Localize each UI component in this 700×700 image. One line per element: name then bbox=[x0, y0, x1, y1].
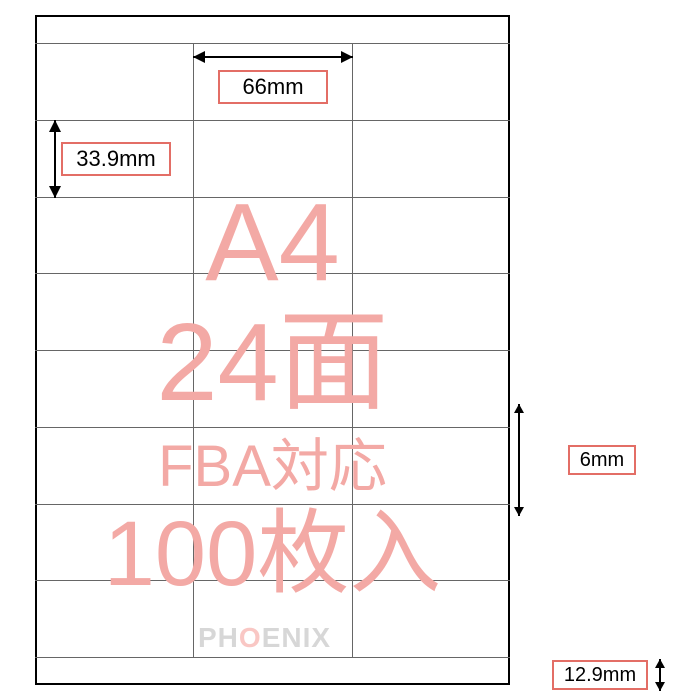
logo-o: O bbox=[239, 622, 262, 653]
overlay-size: A4 bbox=[35, 188, 510, 298]
brand-logo: PHOENIX bbox=[198, 622, 331, 654]
height-value: 33.9mm bbox=[76, 146, 155, 172]
bottom-margin-arrow bbox=[654, 659, 666, 691]
right-margin-value: 6mm bbox=[580, 449, 624, 472]
height-dimension-label: 33.9mm bbox=[61, 142, 171, 176]
overlay-fba: FBA対応 bbox=[35, 438, 510, 496]
logo-pre: PH bbox=[198, 622, 239, 653]
bottom-margin-label: 12.9mm bbox=[552, 660, 648, 690]
overlay-count: 100枚入 bbox=[35, 508, 510, 600]
width-value: 66mm bbox=[242, 74, 303, 100]
height-dimension-arrow bbox=[48, 120, 62, 198]
right-margin-arrow bbox=[513, 404, 525, 516]
width-dimension-arrow bbox=[193, 50, 353, 64]
width-dimension-label: 66mm bbox=[218, 70, 328, 104]
right-margin-label: 6mm bbox=[568, 445, 636, 475]
logo-post: ENIX bbox=[262, 622, 331, 653]
bottom-margin-value: 12.9mm bbox=[564, 664, 636, 687]
overlay-faces: 24面 bbox=[35, 308, 510, 418]
